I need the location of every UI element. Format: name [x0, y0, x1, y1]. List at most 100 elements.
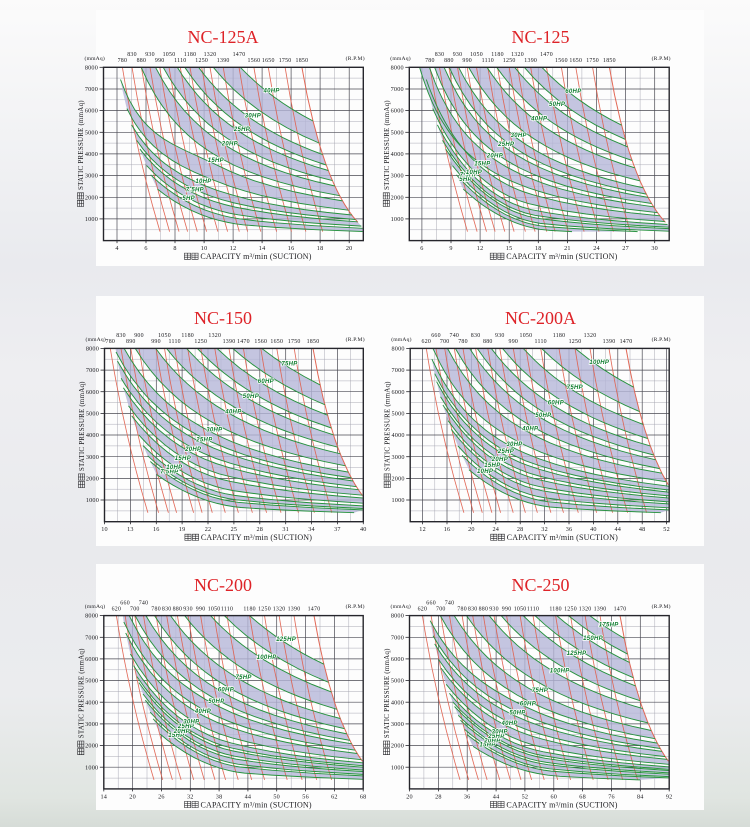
svg-text:2000: 2000: [391, 194, 404, 201]
svg-text:STATIC PRESSURE (mmAq): STATIC PRESSURE (mmAq): [383, 648, 391, 738]
svg-text:880: 880: [483, 339, 493, 345]
svg-text:930: 930: [183, 606, 193, 612]
svg-text:75HP: 75HP: [235, 675, 252, 681]
svg-text:7.5HP: 7.5HP: [460, 172, 479, 178]
svg-text:830: 830: [162, 606, 172, 612]
svg-text:1750: 1750: [586, 58, 599, 64]
svg-text:8000: 8000: [85, 613, 98, 620]
svg-text:740: 740: [445, 600, 455, 606]
svg-text:12: 12: [230, 245, 237, 252]
svg-text:20: 20: [468, 526, 475, 533]
svg-text:125HP: 125HP: [276, 637, 297, 643]
svg-text:15HP: 15HP: [175, 456, 192, 462]
svg-text:3000: 3000: [85, 721, 98, 728]
svg-text:1250: 1250: [569, 339, 582, 345]
svg-text:(mmAq): (mmAq): [391, 336, 411, 343]
svg-text:6000: 6000: [391, 656, 404, 663]
svg-text:990: 990: [502, 606, 512, 612]
svg-text:21: 21: [564, 245, 571, 252]
svg-text:100HP: 100HP: [550, 669, 571, 675]
svg-text:1320: 1320: [208, 333, 221, 339]
svg-text:52: 52: [522, 793, 529, 800]
svg-text:1390: 1390: [524, 58, 537, 64]
svg-text:660: 660: [426, 600, 436, 606]
svg-text:40HP: 40HP: [500, 721, 518, 727]
svg-text:27: 27: [622, 245, 629, 252]
svg-text:6000: 6000: [391, 108, 404, 115]
svg-text:880: 880: [479, 606, 489, 612]
svg-text:NC-150: NC-150: [194, 308, 252, 328]
svg-text:1180: 1180: [491, 52, 504, 58]
svg-text:60: 60: [551, 793, 558, 800]
svg-text:20: 20: [346, 245, 353, 252]
svg-text:1000: 1000: [392, 497, 405, 504]
svg-text:1850: 1850: [296, 58, 309, 64]
svg-text:8: 8: [173, 245, 176, 252]
svg-text:25HP: 25HP: [233, 127, 251, 133]
svg-text:880: 880: [173, 606, 183, 612]
svg-text:(R.P.M): (R.P.M): [652, 336, 671, 343]
svg-text:40HP: 40HP: [224, 409, 242, 415]
svg-text:10HP: 10HP: [195, 179, 212, 185]
svg-text:6000: 6000: [85, 656, 98, 663]
svg-text:1470: 1470: [614, 606, 627, 612]
svg-text:48: 48: [639, 526, 646, 533]
svg-text:NC-125: NC-125: [512, 27, 570, 47]
svg-text:100HP: 100HP: [589, 360, 610, 366]
svg-text:5000: 5000: [86, 411, 99, 418]
svg-text:830: 830: [468, 606, 478, 612]
svg-text:5000: 5000: [85, 678, 98, 685]
svg-text:1050: 1050: [520, 333, 533, 339]
svg-text:7.5HP: 7.5HP: [160, 470, 179, 476]
svg-text:50HP: 50HP: [243, 394, 260, 400]
svg-text:CAPACITY m³/min (SUCTION): CAPACITY m³/min (SUCTION): [201, 800, 312, 809]
svg-text:40HP: 40HP: [530, 117, 548, 123]
svg-text:1650: 1650: [270, 339, 283, 345]
svg-text:60HP: 60HP: [520, 702, 537, 708]
svg-text:7000: 7000: [85, 86, 98, 93]
svg-text:7000: 7000: [86, 367, 99, 374]
svg-text:(mmAq): (mmAq): [391, 603, 411, 610]
svg-text:830: 830: [435, 52, 445, 58]
svg-text:1850: 1850: [603, 58, 616, 64]
svg-text:1250: 1250: [195, 58, 208, 64]
svg-text:NC-200A: NC-200A: [505, 308, 576, 328]
svg-text:24: 24: [593, 245, 600, 252]
svg-text:26: 26: [158, 793, 165, 800]
svg-text:125HP: 125HP: [567, 651, 588, 657]
svg-text:76: 76: [608, 793, 615, 800]
svg-text:740: 740: [139, 600, 149, 606]
svg-text:(R.P.M): (R.P.M): [346, 336, 365, 343]
svg-text:68: 68: [360, 793, 367, 800]
svg-text:20HP: 20HP: [483, 738, 501, 744]
svg-text:1110: 1110: [169, 339, 181, 345]
svg-text:1750: 1750: [288, 339, 301, 345]
svg-text:25HP: 25HP: [195, 438, 213, 444]
svg-text:1110: 1110: [482, 58, 494, 64]
svg-text:880: 880: [444, 58, 454, 64]
svg-text:75HP: 75HP: [567, 385, 584, 391]
svg-text:1110: 1110: [535, 339, 547, 345]
svg-text:CAPACITY m³/min (SUCTION): CAPACITY m³/min (SUCTION): [506, 800, 617, 809]
svg-text:6000: 6000: [392, 389, 405, 396]
svg-text:25HP: 25HP: [497, 142, 515, 148]
svg-text:880: 880: [137, 58, 147, 64]
svg-text:68: 68: [579, 793, 586, 800]
svg-text:10HP: 10HP: [477, 469, 494, 475]
svg-text:15HP: 15HP: [479, 742, 496, 748]
svg-text:4000: 4000: [86, 432, 99, 439]
svg-text:1650: 1650: [569, 58, 582, 64]
svg-text:780: 780: [457, 606, 467, 612]
svg-text:3000: 3000: [86, 454, 99, 461]
svg-text:1390: 1390: [603, 339, 616, 345]
svg-text:STATIC PRESSURE (mmAq): STATIC PRESSURE (mmAq): [78, 381, 86, 471]
svg-text:4: 4: [115, 245, 118, 252]
svg-text:1000: 1000: [86, 497, 99, 504]
svg-text:1000: 1000: [391, 216, 404, 223]
svg-text:620: 620: [112, 606, 122, 612]
svg-text:4000: 4000: [392, 432, 405, 439]
svg-text:18: 18: [535, 245, 542, 252]
svg-text:44: 44: [245, 793, 252, 800]
svg-text:50HP: 50HP: [549, 102, 566, 108]
svg-text:990: 990: [151, 339, 161, 345]
